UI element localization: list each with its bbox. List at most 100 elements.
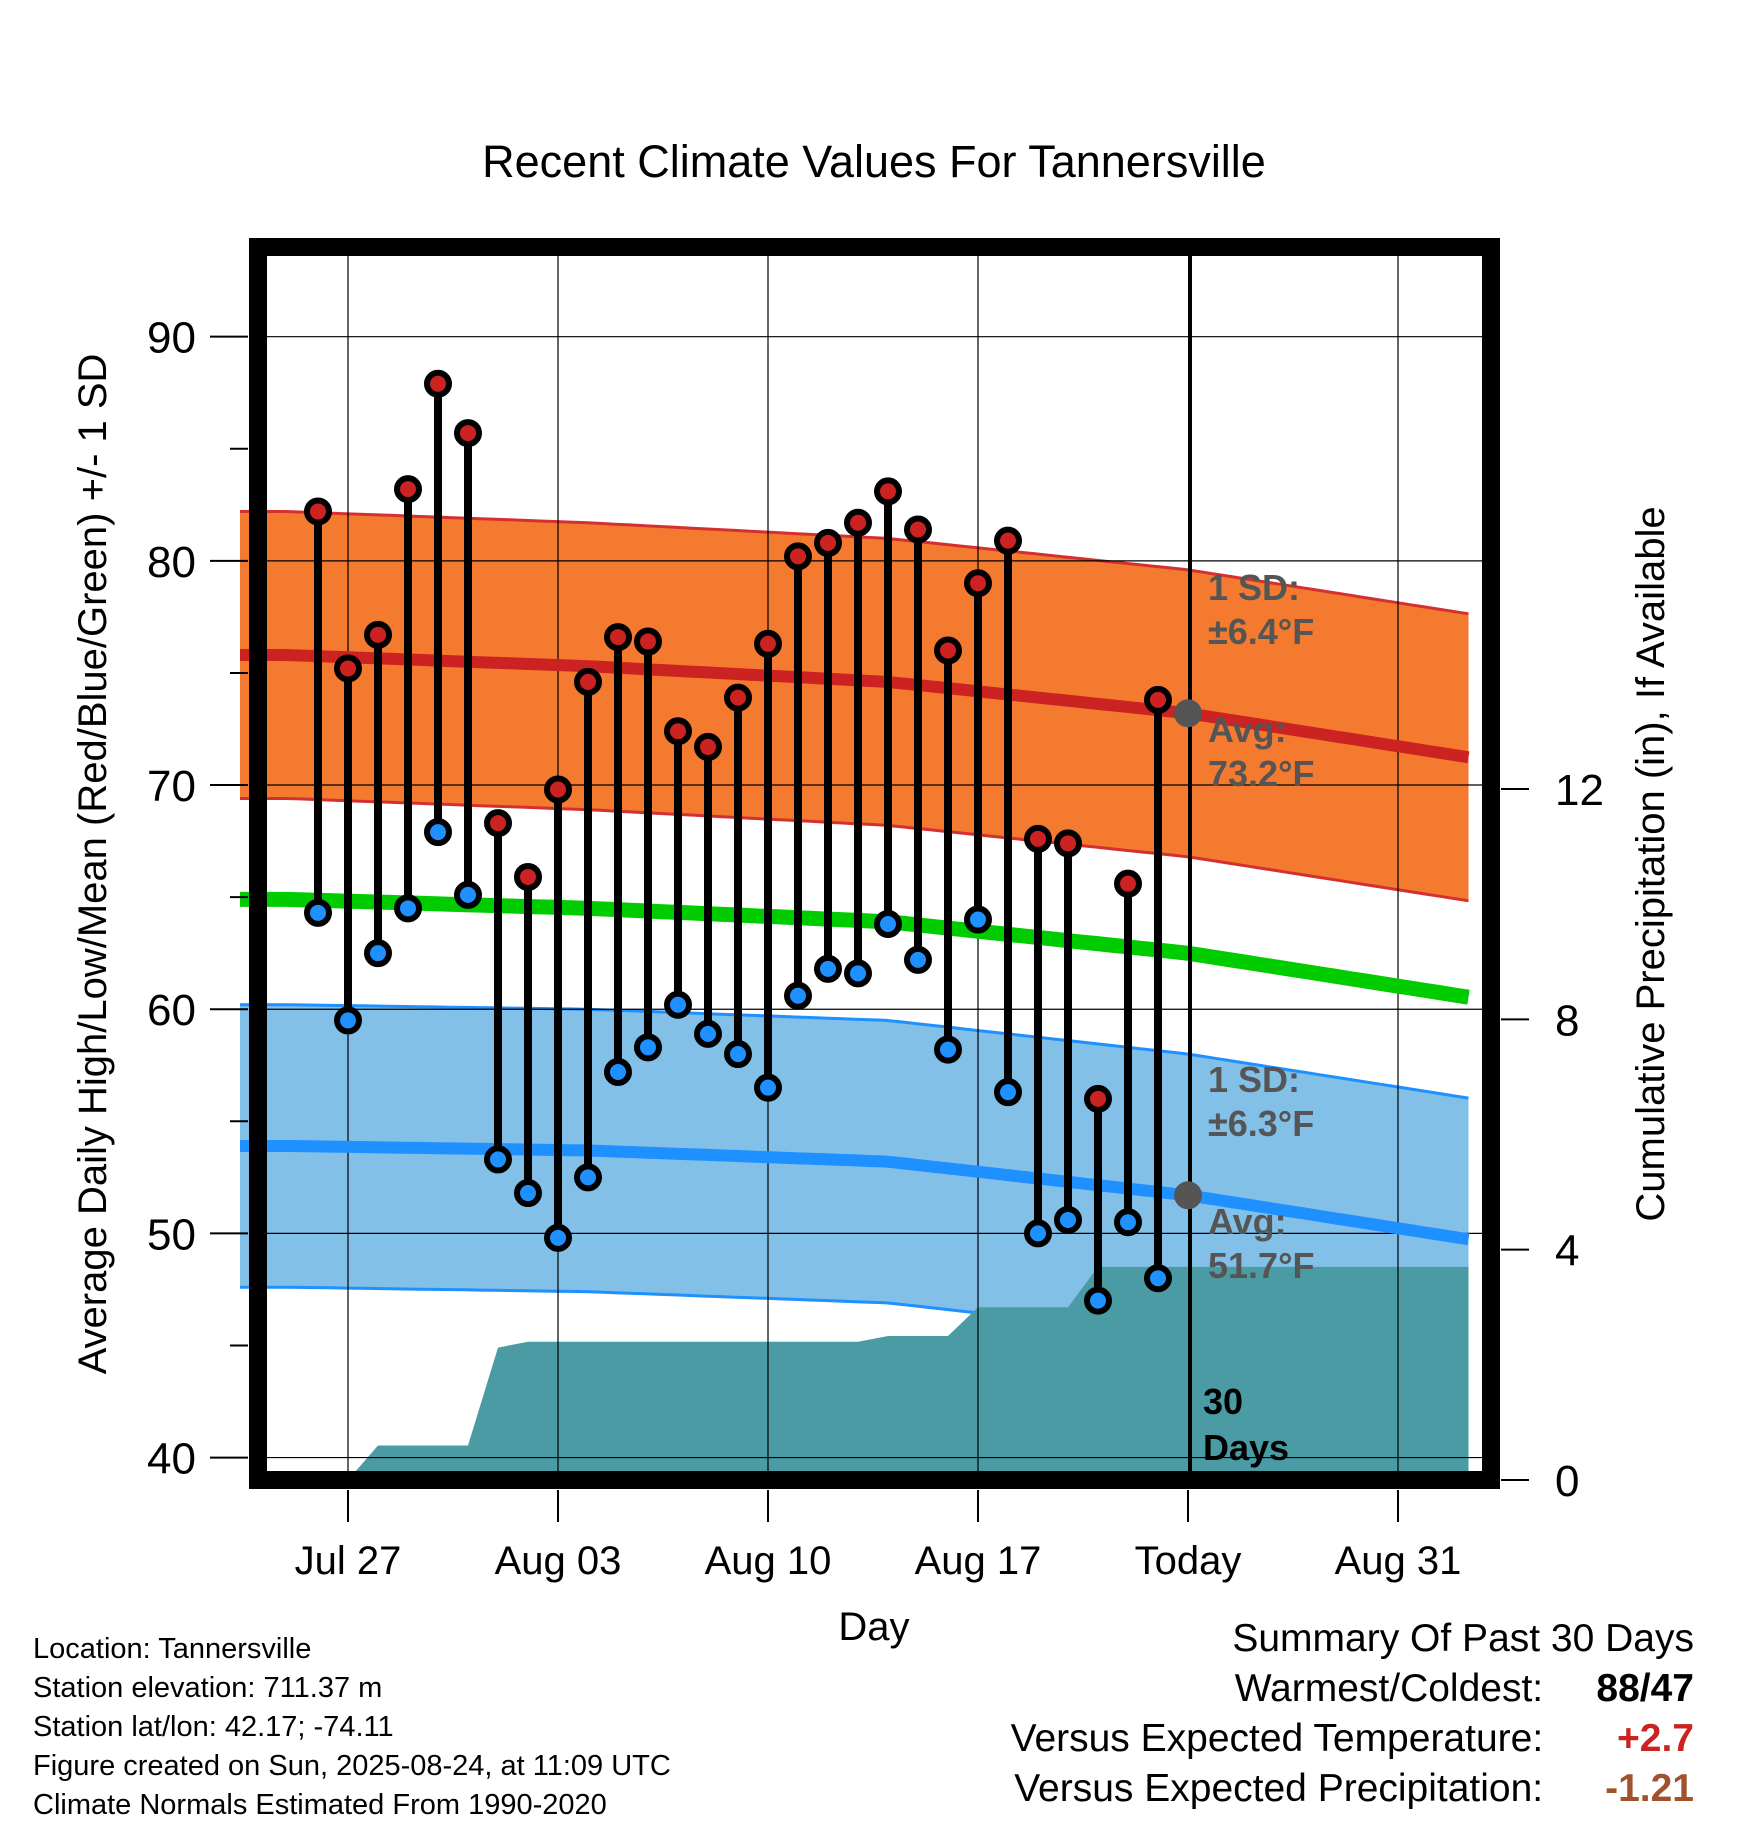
low-point-5 [424, 818, 452, 847]
high-point-10 [574, 667, 602, 696]
y-tick-label-70: 70 [147, 762, 196, 811]
high-point-18 [814, 528, 842, 557]
y2-tick-label-8: 8 [1555, 996, 1579, 1045]
low-point-20 [874, 910, 902, 939]
warmest-value: 88 [1596, 1667, 1640, 1710]
low-point-15 [724, 1040, 752, 1069]
y-axis-label: Average Daily High/Low/Mean (Red/Blue/Gr… [71, 354, 115, 1375]
x-tick-label-1: Aug 03 [495, 1539, 622, 1583]
high-point-5 [424, 369, 452, 398]
x-tick-label-3: Aug 17 [915, 1539, 1042, 1583]
y-tick-label-50: 50 [147, 1210, 196, 1259]
low-point-4 [394, 894, 422, 923]
y2-tick-label-0: 0 [1555, 1457, 1579, 1506]
low-avg-line1: Avg: [1208, 1201, 1287, 1242]
summary-title: Summary Of Past 30 Days [1232, 1617, 1694, 1660]
high-point-16 [754, 629, 782, 658]
y2-tick-label-12: 12 [1555, 766, 1604, 815]
high-point-7 [484, 809, 512, 838]
info-location: Location: Tannersville [33, 1633, 312, 1665]
high-avg-line2: 73.2°F [1208, 753, 1314, 794]
high-point-20 [874, 477, 902, 506]
summary-precip: Versus Expected Precipitation: -1.21 [1011, 1764, 1694, 1814]
high-point-26 [1054, 829, 1082, 858]
warm-cold-value: 88/47 [1554, 1664, 1694, 1714]
low-sd-line1: 1 SD: [1208, 1059, 1300, 1100]
plot-frame [249, 238, 1500, 1489]
y-tick-label-80: 80 [147, 538, 196, 587]
temp-value: +2.7 [1617, 1717, 1694, 1760]
y-tick-label-60: 60 [147, 986, 196, 1035]
warm-cold-label: Warmest/Coldest: [1234, 1667, 1544, 1710]
high-point-3 [364, 620, 392, 649]
precip-fill [240, 1266, 1469, 1480]
precip-label: Versus Expected Precipitation: [1014, 1767, 1544, 1810]
high-point-12 [634, 627, 662, 656]
low-sd-line2: ±6.3°F [1208, 1103, 1314, 1144]
summary-panel: Summary Of Past 30 Days Warmest/Coldest:… [1011, 1614, 1694, 1814]
low-point-6 [454, 880, 482, 909]
high-point-17 [784, 542, 812, 571]
days-annotation: 30 Days [1203, 1381, 1289, 1468]
high-sd-annotation: 1 SD: ±6.4°F Avg: 73.2°F 1 SD: ±6.3°F Av… [1208, 567, 1314, 1286]
low-point-17 [784, 981, 812, 1010]
high-point-1 [304, 497, 332, 526]
low-point-12 [634, 1033, 662, 1062]
low-avg-line2: 51.7°F [1208, 1245, 1314, 1286]
high-sd-line2: ±6.4°F [1208, 611, 1314, 652]
precip-value: -1.21 [1605, 1767, 1694, 1810]
low-point-13 [664, 990, 692, 1019]
axes: 40 50 60 70 80 90 0 4 8 12 Jul 27 Aug 03 Aug 10 Aug 1… [147, 314, 1604, 1583]
temp-label: Versus Expected Temperature: [1010, 1717, 1544, 1760]
y-tick-label-40: 40 [147, 1435, 196, 1484]
info-created: Figure created on Sun, 2025-08-24, at 11… [33, 1750, 671, 1782]
high-point-13 [664, 717, 692, 746]
low-point-3 [364, 939, 392, 968]
x-tick-label-0: Jul 27 [295, 1539, 402, 1583]
low-point-7 [484, 1145, 512, 1174]
high-point-2 [334, 654, 362, 683]
high-point-21 [904, 515, 932, 544]
days-line1: 30 [1203, 1381, 1243, 1422]
low-point-11 [604, 1057, 632, 1086]
low-point-27 [1084, 1286, 1112, 1315]
high-point-4 [394, 475, 422, 504]
low-point-1 [304, 898, 332, 927]
high-point-9 [544, 775, 572, 804]
x-tick-label-5: Aug 31 [1335, 1539, 1462, 1583]
low-point-22 [934, 1035, 962, 1064]
y-tick-label-90: 90 [147, 314, 196, 363]
station-info: Location: Tannersville Station elevation… [33, 1630, 671, 1825]
high-point-11 [604, 623, 632, 652]
high-point-28 [1114, 869, 1142, 898]
today-avg-markers [1174, 699, 1202, 1210]
low-point-19 [844, 959, 872, 988]
today-high-avg-marker [1174, 699, 1202, 728]
high-point-14 [694, 732, 722, 761]
summary-temp: Versus Expected Temperature: +2.7 [1011, 1714, 1694, 1764]
low-sd-band-upper-edge [240, 1003, 1469, 1100]
low-point-9 [544, 1223, 572, 1252]
high-sd-line1: 1 SD: [1208, 567, 1300, 608]
low-point-29 [1144, 1264, 1172, 1293]
low-point-24 [994, 1078, 1022, 1107]
precip-area [240, 1266, 1469, 1480]
high-point-24 [994, 526, 1022, 555]
low-point-28 [1114, 1208, 1142, 1237]
low-point-26 [1054, 1205, 1082, 1234]
y2-tick-label-4: 4 [1555, 1227, 1579, 1276]
normal-low-line [240, 1140, 1470, 1246]
high-point-29 [1144, 685, 1172, 714]
chart-title: Recent Climate Values For Tannersville [482, 136, 1266, 187]
high-point-22 [934, 636, 962, 665]
low-point-21 [904, 945, 932, 974]
y2-axis-label: Cumulative Precipitation (in), If Availa… [1629, 506, 1673, 1221]
low-point-18 [814, 954, 842, 983]
high-point-6 [454, 419, 482, 448]
coldest-value: /47 [1639, 1667, 1694, 1710]
x-tick-label-4: Today [1135, 1539, 1242, 1583]
days-line2: Days [1203, 1427, 1289, 1468]
high-point-15 [724, 683, 752, 712]
info-elevation: Station elevation: 711.37 m [33, 1672, 383, 1704]
